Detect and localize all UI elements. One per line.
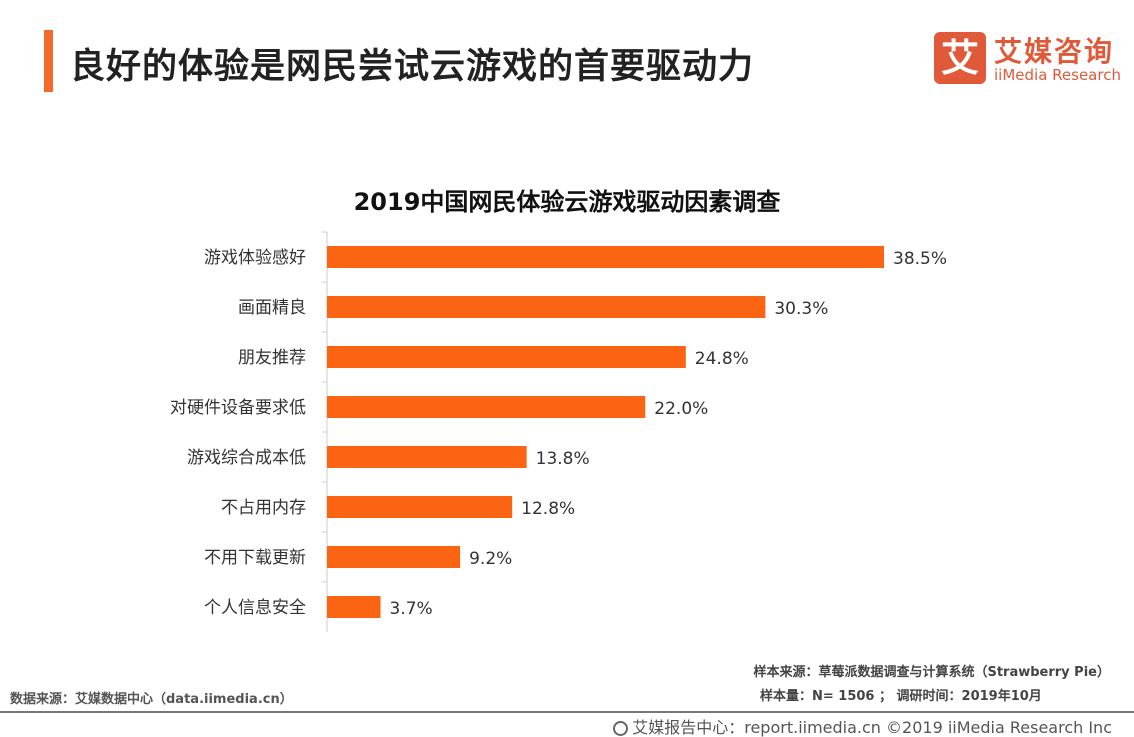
category-label: 个人信息安全: [204, 598, 306, 618]
bar: [327, 546, 461, 568]
sample-source: 样本来源：草莓派数据调查与计算系统（Strawberry Pie）: [753, 665, 1110, 680]
bar: [327, 396, 646, 418]
data-label: 38.5%: [893, 249, 947, 269]
bar: [327, 596, 381, 618]
data-label: 12.8%: [521, 499, 575, 519]
data-label: 22.0%: [654, 399, 708, 419]
category-label: 游戏体验感好: [204, 248, 306, 268]
data-label: 9.2%: [469, 549, 512, 569]
category-label: 朋友推荐: [238, 348, 306, 368]
title-accent-bar: [44, 30, 53, 92]
logo-name-cn: 艾媒咨询: [994, 35, 1115, 68]
category-label: 不占用内存: [221, 498, 306, 518]
chart-title: 2019中国网民体验云游戏驱动因素调查: [353, 188, 781, 216]
logo-mark: 艾: [934, 32, 986, 84]
logo: 艾 艾媒咨询 iiMedia Research: [934, 32, 1124, 86]
data-label: 30.3%: [774, 299, 828, 319]
category-label: 画面精良: [238, 298, 306, 318]
bar: [327, 496, 513, 518]
copyright: 艾媒报告中心：report.iimedia.cn ©2019 iiMedia R…: [613, 714, 1112, 737]
bar: [327, 446, 527, 468]
bar: [327, 296, 766, 318]
category-label: 不用下载更新: [204, 548, 306, 568]
bar: [327, 246, 884, 268]
globe-icon: [613, 721, 629, 736]
bar: [327, 346, 686, 368]
data-label: 24.8%: [695, 349, 749, 369]
data-label: 3.7%: [390, 599, 433, 619]
logo-name-en: iiMedia Research: [994, 66, 1121, 84]
footer-divider: [0, 711, 1134, 713]
category-label: 游戏综合成本低: [187, 448, 306, 468]
page-title: 良好的体验是网民尝试云游戏的首要驱动力: [70, 47, 755, 87]
sample-size: 样本量：N= 1506 ； 调研时间：2019年10月: [760, 689, 1042, 704]
copyright-text: 艾媒报告中心：report.iimedia.cn ©2019 iiMedia R…: [632, 718, 1112, 737]
data-label: 13.8%: [536, 449, 590, 469]
data-source: 数据来源：艾媒数据中心（data.iimedia.cn）: [10, 692, 293, 707]
category-label: 对硬件设备要求低: [170, 398, 306, 418]
